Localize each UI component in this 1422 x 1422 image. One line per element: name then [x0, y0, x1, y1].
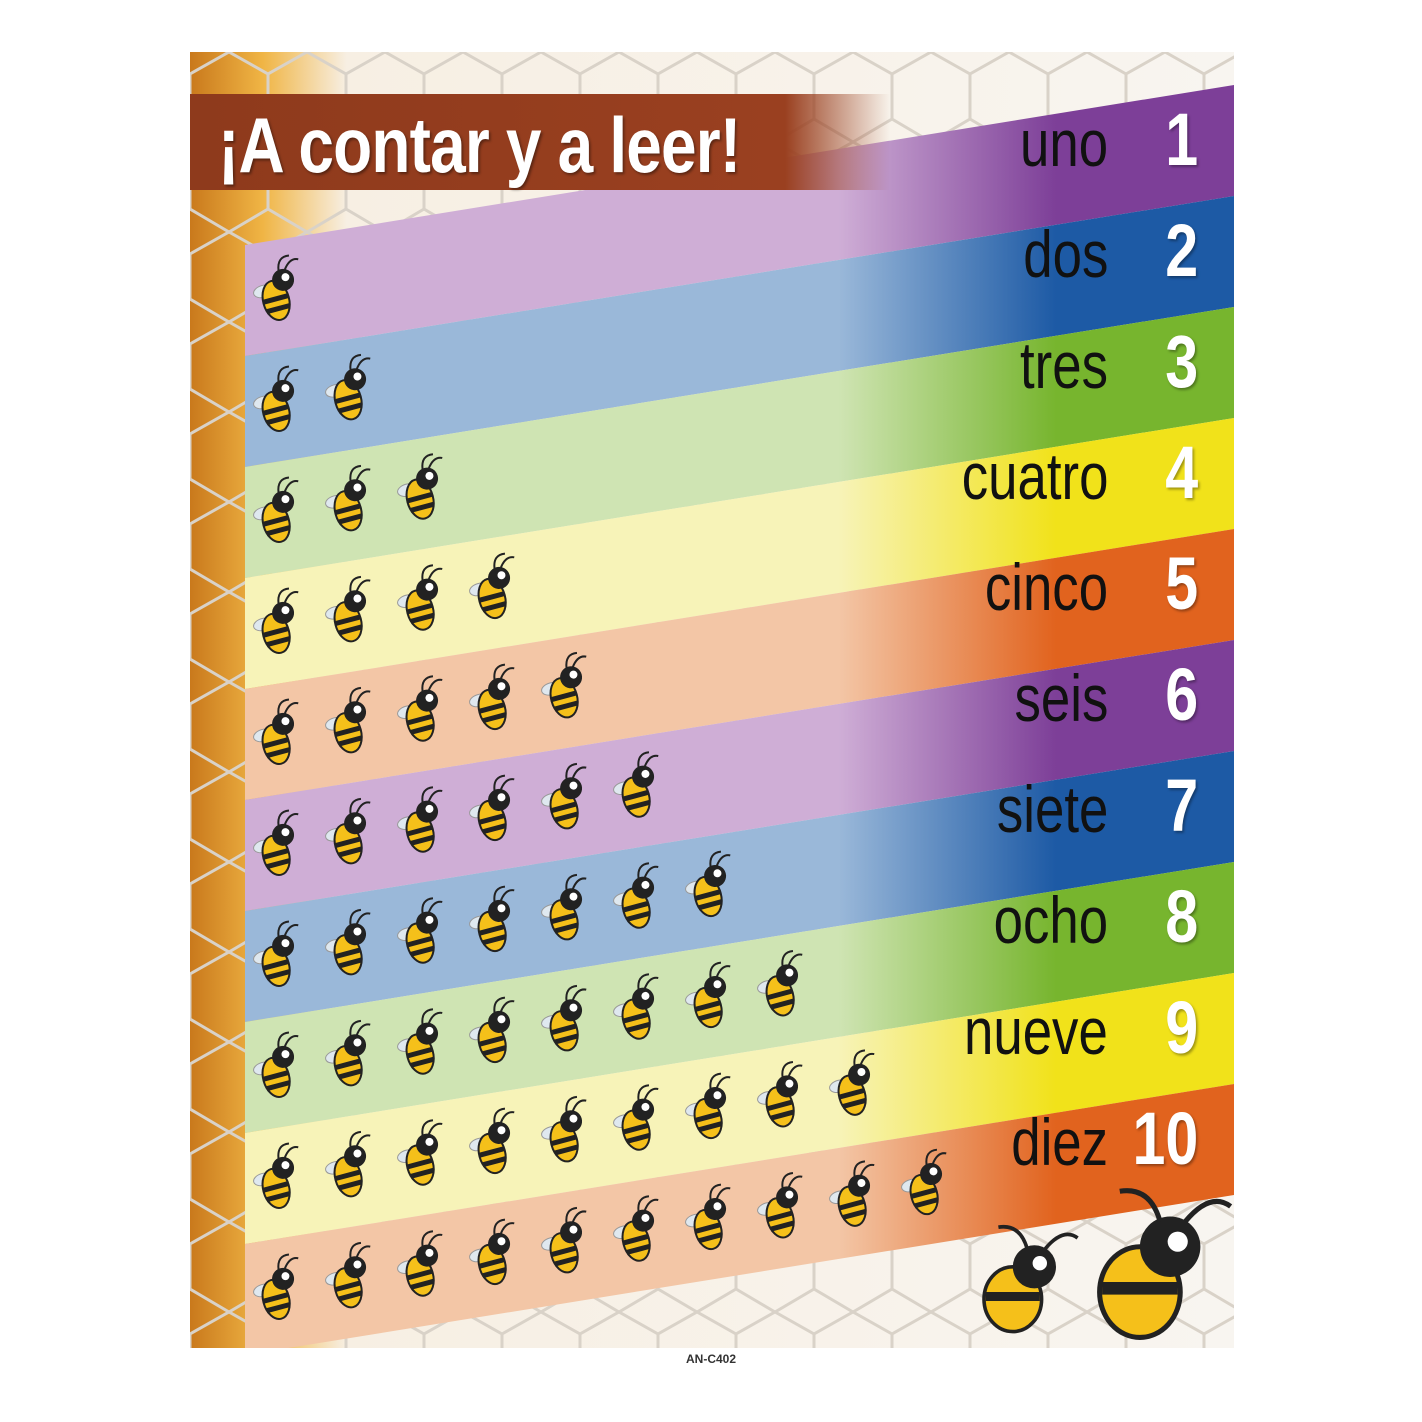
- bee-icon: [469, 552, 515, 620]
- band-seis: [245, 640, 1234, 911]
- bee-icon: [325, 908, 371, 976]
- bee-icon: [325, 797, 371, 865]
- bee-icon: [253, 920, 299, 987]
- bee-icon: [325, 1241, 371, 1309]
- bee-icon: [469, 663, 515, 731]
- bee-icon: [469, 1218, 515, 1286]
- poster-title: ¡A contar y a leer!: [218, 101, 741, 189]
- bee-icon: [397, 1008, 443, 1075]
- bee-icon: [469, 885, 515, 953]
- numeral: 7: [1165, 764, 1198, 847]
- bee-icon: [685, 850, 731, 918]
- bee-icon: [253, 476, 299, 543]
- bee-icon: [901, 1148, 947, 1216]
- band-cinco: [245, 529, 1234, 800]
- bee-icon: [541, 1095, 587, 1163]
- bee-icon: [1097, 1188, 1233, 1340]
- bee-icon: [253, 365, 299, 432]
- bee-icon: [685, 961, 731, 1029]
- bee-icon: [685, 1072, 731, 1140]
- bee-icon: [397, 1230, 443, 1297]
- bee-icon: [325, 1019, 371, 1087]
- bee-icon: [397, 564, 443, 631]
- bee-icon: [325, 686, 371, 754]
- bee-icon: [757, 1171, 803, 1239]
- bee-icon: [613, 751, 659, 818]
- band-ocho: [245, 862, 1234, 1133]
- number-word: uno: [1019, 106, 1108, 180]
- number-word: tres: [1019, 328, 1108, 402]
- bee-icon: [397, 675, 443, 742]
- band-cuatro: [245, 418, 1234, 689]
- bee-icon: [253, 1142, 299, 1209]
- number-word: dos: [1022, 217, 1108, 291]
- bee-icon: [685, 1183, 731, 1251]
- number-word: cinco: [984, 550, 1108, 624]
- bee-icon: [757, 949, 803, 1017]
- numeral: 5: [1165, 542, 1198, 625]
- numeral: 8: [1165, 875, 1198, 958]
- bee-icon: [253, 1253, 299, 1320]
- bee-icon: [829, 1049, 875, 1116]
- numeral: 9: [1165, 986, 1198, 1069]
- number-word: siete: [996, 772, 1108, 846]
- bee-icon: [541, 762, 587, 830]
- numeral: 1: [1165, 98, 1198, 181]
- band-dos: [245, 196, 1234, 467]
- bee-icon: [757, 1060, 803, 1128]
- bee-icon: [541, 873, 587, 941]
- numeral: 2: [1165, 209, 1198, 292]
- number-word: nueve: [964, 994, 1108, 1068]
- bee-icon: [397, 786, 443, 853]
- numeral: 3: [1165, 320, 1198, 403]
- bee-icon: [325, 353, 371, 421]
- bee-icon: [325, 464, 371, 532]
- bee-icon: [613, 1195, 659, 1262]
- bee-icon: [613, 1084, 659, 1151]
- counting-poster: ¡A contar y a leer! uno 1 dos 2 tres 3 cuatro 4…: [190, 52, 1234, 1366]
- band-nueve: [245, 973, 1234, 1244]
- band-siete: [245, 751, 1234, 1022]
- numeral: 4: [1165, 431, 1198, 514]
- bee-icon: [253, 254, 299, 321]
- number-word: cuatro: [961, 439, 1108, 513]
- bee-icon: [253, 1031, 299, 1098]
- bee-icon: [253, 809, 299, 876]
- bee-icon: [613, 862, 659, 929]
- bee-icon: [982, 1224, 1079, 1334]
- numeral: 6: [1165, 653, 1198, 736]
- bee-icon: [325, 1130, 371, 1198]
- poster-artwork: [190, 52, 1234, 1348]
- number-word: diez: [1011, 1105, 1108, 1179]
- bee-icon: [397, 1119, 443, 1186]
- bee-icon: [253, 698, 299, 765]
- bee-icon: [469, 1107, 515, 1175]
- number-word: ocho: [993, 883, 1109, 957]
- bee-icon: [397, 897, 443, 964]
- band-uno: [245, 85, 1234, 356]
- band-tres: [245, 307, 1234, 578]
- number-word: seis: [1014, 661, 1108, 735]
- bee-icon: [541, 1206, 587, 1274]
- bee-icon: [325, 575, 371, 643]
- bee-icon: [541, 651, 587, 719]
- bee-icon: [541, 984, 587, 1052]
- bee-icon: [469, 996, 515, 1064]
- product-code: AN-C402: [686, 1352, 737, 1366]
- bee-icon: [253, 587, 299, 654]
- numeral: 10: [1132, 1097, 1198, 1180]
- title-bar: [190, 94, 890, 190]
- bee-icon: [397, 453, 443, 520]
- bee-icon: [829, 1160, 875, 1227]
- bee-icon: [469, 774, 515, 842]
- bee-icon: [613, 973, 659, 1040]
